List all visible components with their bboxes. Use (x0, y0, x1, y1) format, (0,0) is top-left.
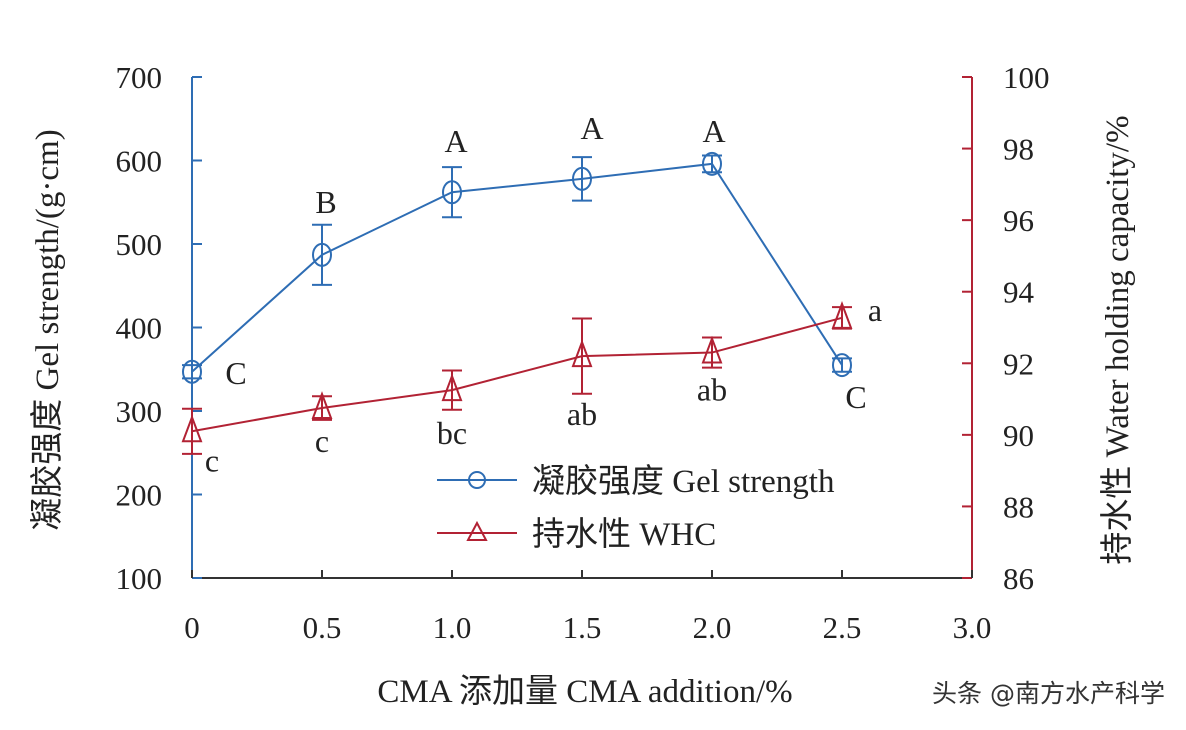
data-point-circle (312, 242, 332, 267)
legend-label-gel: 凝胶强度 Gel strength (532, 463, 835, 500)
watermark: 头条 @南方水产科学 (932, 679, 1165, 708)
y-left-tick-label: 600 (116, 144, 163, 179)
data-point-triangle (701, 335, 723, 364)
data-point-circle (572, 166, 592, 191)
x-tick-label: 0 (184, 610, 200, 645)
significance-label: c (205, 442, 219, 478)
data-point-triangle (571, 339, 593, 368)
x-tick-label: 0.5 (303, 610, 342, 645)
significance-label: C (845, 379, 866, 415)
series-line-1 (191, 316, 843, 433)
y-right-tick-label: 90 (1003, 418, 1034, 453)
x-tick-label: 1.5 (563, 610, 602, 645)
y-left-tick-label: 100 (116, 561, 163, 596)
x-axis-label: CMA 添加量 CMA addition/% (377, 674, 792, 710)
significance-label: c (315, 423, 329, 459)
marks: C B A A A Cc c bc ab ab a (181, 110, 882, 478)
significance-label: C (225, 355, 246, 391)
y-right-tick-label: 94 (1003, 275, 1035, 310)
y-left-tick-label: 300 (116, 394, 163, 429)
data-point-triangle (311, 391, 333, 420)
x-tick-label: 2.0 (693, 610, 732, 645)
legend-marker-circle (468, 471, 486, 489)
significance-label: A (580, 110, 603, 146)
y-right-tick-label: 100 (1003, 60, 1050, 95)
legend-label-whc: 持水性 WHC (532, 516, 716, 553)
series-line-0 (191, 162, 843, 373)
data-point-circle (702, 151, 722, 176)
data-point-circle (182, 359, 202, 384)
y-left-tick-label: 500 (116, 227, 163, 262)
significance-label: bc (437, 415, 467, 451)
y-right-tick-label: 88 (1003, 489, 1034, 524)
data-point-circle (832, 353, 852, 378)
axes: 100 200 300 400 500 600 700 86 88 90 92 94 96 98 100 0 0… (116, 60, 1050, 645)
y-axis-left-label: 凝胶强度 Gel strength/(g·cm) (29, 129, 66, 530)
data-point-triangle (831, 300, 853, 329)
significance-label: B (315, 184, 336, 220)
significance-label: A (444, 123, 467, 159)
y-right-tick-label: 86 (1003, 561, 1034, 596)
significance-label: A (702, 113, 725, 149)
data-point-triangle (441, 373, 463, 402)
significance-label: ab (567, 396, 597, 432)
y-axis-right-label: 持水性 Water holding capacity/% (1099, 115, 1136, 564)
x-tick-label: 3.0 (953, 610, 992, 645)
y-left-tick-label: 700 (116, 60, 163, 95)
y-right-tick-label: 92 (1003, 346, 1034, 381)
data-point-circle (442, 180, 462, 205)
y-right-tick-label: 96 (1003, 203, 1034, 238)
data-point-triangle (181, 414, 203, 443)
significance-label: a (868, 292, 882, 328)
significance-label: ab (697, 372, 727, 408)
legend-marker-triangle (466, 520, 488, 541)
x-tick-label: 2.5 (823, 610, 862, 645)
y-left-tick-label: 400 (116, 311, 163, 346)
y-right-tick-label: 98 (1003, 132, 1034, 167)
legend: 凝胶强度 Gel strength 持水性 WHC (437, 463, 835, 553)
x-tick-label: 1.0 (433, 610, 472, 645)
y-left-tick-label: 200 (116, 478, 163, 513)
